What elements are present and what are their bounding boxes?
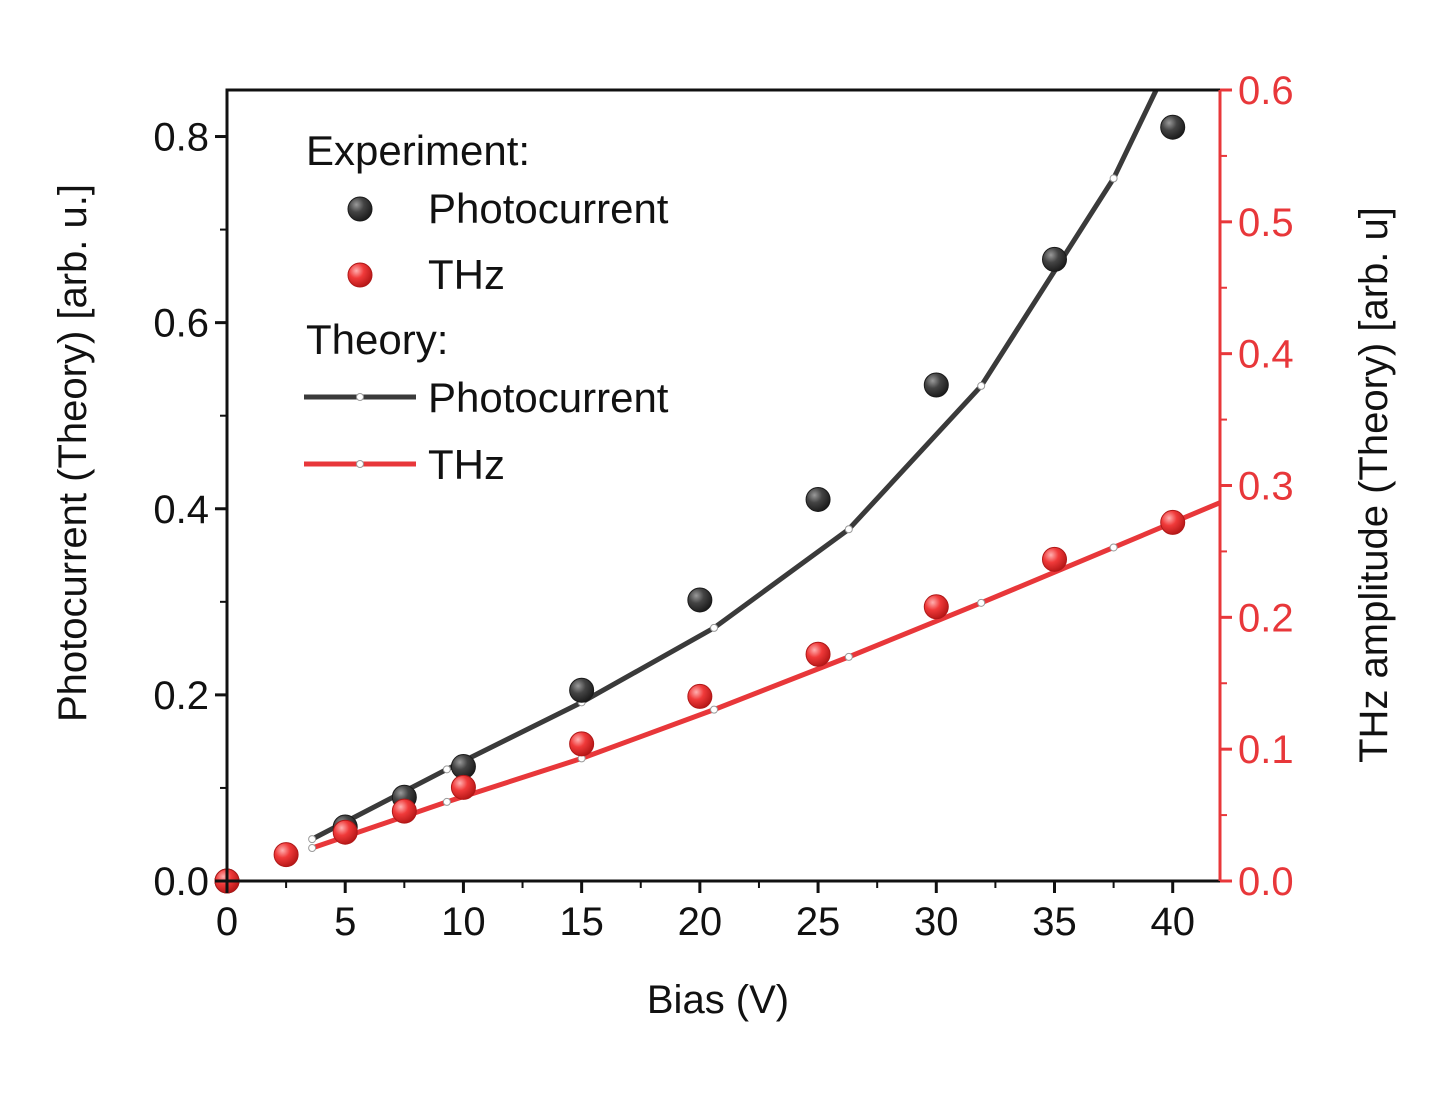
thz-theory-point bbox=[977, 598, 986, 607]
photocurrent-theory-point bbox=[442, 765, 451, 774]
y-right-axis-title: THz amplitude (Theory) [arb. u] bbox=[1352, 207, 1396, 763]
legend-thz-line-dot bbox=[356, 460, 364, 468]
y-right-tick-label: 0.1 bbox=[1238, 728, 1294, 772]
x-tick-label: 0 bbox=[216, 900, 238, 944]
x-tick-label: 30 bbox=[914, 900, 959, 944]
x-tick-label: 20 bbox=[678, 900, 723, 944]
legend-experiment-header: Experiment: bbox=[306, 127, 530, 174]
photocurrent-theory-point bbox=[710, 623, 719, 632]
x-tick-label: 35 bbox=[1032, 900, 1077, 944]
photocurrent-theory-point bbox=[1109, 174, 1118, 183]
thz-experiment-point bbox=[923, 594, 949, 620]
x-tick-label: 15 bbox=[559, 900, 604, 944]
y-right-tick-label: 0.3 bbox=[1238, 465, 1294, 509]
thz-experiment-point bbox=[450, 774, 476, 800]
legend-theory-header: Theory: bbox=[306, 316, 448, 363]
photocurrent-experiment-point bbox=[805, 486, 831, 512]
thz-theory-point bbox=[442, 797, 451, 806]
photocurrent-theory-point bbox=[308, 835, 317, 844]
thz-experiment-point bbox=[273, 842, 299, 868]
thz-experiment-point bbox=[1042, 546, 1067, 572]
thz-experiment-point bbox=[332, 819, 358, 845]
legend-photocurrent-marker bbox=[347, 196, 373, 222]
photocurrent-theory-point bbox=[844, 525, 853, 534]
x-tick-label: 10 bbox=[441, 900, 486, 944]
legend-photocurrent-line-dot bbox=[356, 393, 364, 401]
y-left-tick-label: 0.8 bbox=[153, 116, 209, 160]
y-left-tick-label: 0.6 bbox=[153, 302, 209, 346]
photocurrent-theory-point bbox=[977, 381, 986, 390]
x-tick-label: 25 bbox=[796, 900, 841, 944]
x-tick-label: 40 bbox=[1150, 900, 1195, 944]
thz-experiment-point bbox=[1160, 509, 1186, 535]
thz-theory-point bbox=[710, 705, 719, 714]
thz-experiment-point bbox=[687, 683, 713, 709]
legend-thz-exp-label: THz bbox=[428, 251, 505, 298]
y-left-axis-title: Photocurrent (Theory) [arb. u.] bbox=[51, 184, 95, 722]
y-right-tick-label: 0.6 bbox=[1238, 69, 1294, 113]
photocurrent-experiment-point bbox=[1042, 246, 1067, 272]
thz-theory-point bbox=[844, 652, 853, 661]
thz-theory-point bbox=[1109, 543, 1118, 552]
thz-experiment-point bbox=[569, 731, 595, 757]
plot-frame bbox=[225, 88, 1222, 883]
photocurrent-experiment-point bbox=[687, 587, 713, 613]
photocurrent-experiment-point bbox=[923, 372, 949, 398]
y-left-tick-label: 0.0 bbox=[153, 860, 209, 904]
legend-photocurrent-theory-label: Photocurrent bbox=[428, 374, 669, 421]
thz-experiment-point bbox=[805, 641, 831, 667]
thz-experiment-point bbox=[391, 798, 417, 824]
photocurrent-experiment-point bbox=[569, 677, 595, 703]
photocurrent-experiment-point bbox=[1160, 114, 1186, 140]
thz-theory-line bbox=[311, 500, 1220, 851]
legend-thz-marker bbox=[347, 262, 373, 288]
y-right-tick-label: 0.2 bbox=[1238, 596, 1294, 640]
y-right-tick-label: 0.5 bbox=[1238, 201, 1294, 245]
legend-photocurrent-exp-label: Photocurrent bbox=[428, 185, 669, 232]
y-right-tick-label: 0.4 bbox=[1238, 333, 1294, 377]
y-right-tick-label: 0.0 bbox=[1238, 860, 1294, 904]
x-tick-label: 5 bbox=[334, 900, 356, 944]
y-left-tick-label: 0.2 bbox=[153, 674, 209, 718]
legend-thz-theory-label: THz bbox=[428, 441, 505, 488]
thz-theory-point bbox=[308, 844, 317, 853]
legend: Experiment: Photocurrent THz Theory: Pho… bbox=[304, 127, 669, 488]
y-left-tick-label: 0.4 bbox=[153, 488, 209, 532]
x-axis-title: Bias (V) bbox=[647, 978, 789, 1022]
